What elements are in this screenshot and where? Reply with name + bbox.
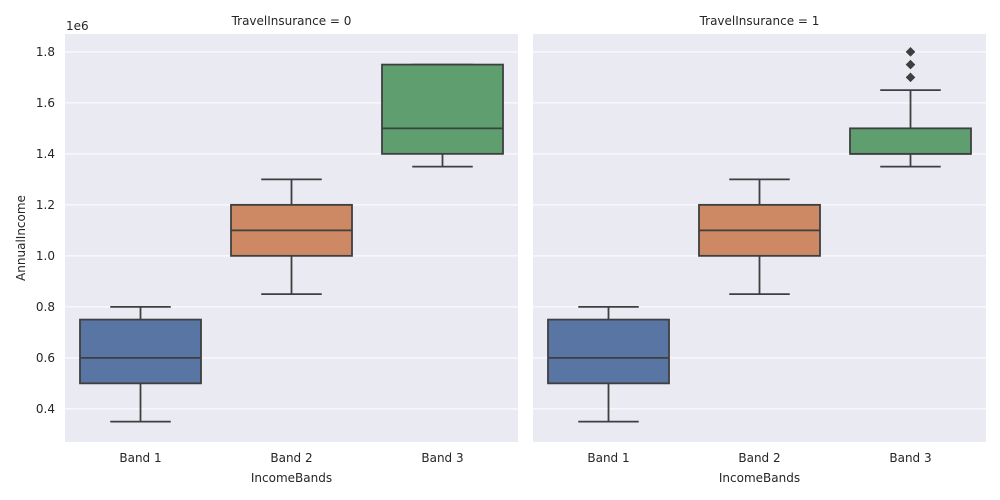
facet-title: TravelInsurance = 1	[699, 14, 820, 28]
box-iqr	[547, 318, 670, 385]
x-axis-label: IncomeBands	[719, 471, 800, 485]
y-tick-label: 1.6	[36, 96, 55, 110]
outlier-point	[905, 59, 916, 70]
x-tick-label: Band 1	[587, 451, 629, 465]
y-tick-label: 1.2	[36, 198, 55, 212]
box-band-2	[698, 178, 821, 296]
x-tick-label: Band 2	[270, 451, 312, 465]
box-iqr	[381, 63, 504, 155]
box-iqr	[79, 318, 202, 385]
facet-2: TravelInsurance = 1 Band 1 Band 2 Band 3 Inc…	[533, 14, 986, 485]
box-band-3	[849, 47, 972, 168]
x-tick-label: Band 3	[889, 451, 931, 465]
box-band-2	[230, 178, 353, 296]
y-tick-label: 0.4	[36, 402, 55, 416]
y-tick-label: 1.0	[36, 249, 55, 263]
x-tick-label: Band 2	[738, 451, 780, 465]
x-tick-label: Band 3	[421, 451, 463, 465]
box-band-1	[547, 305, 670, 423]
x-axis-label: IncomeBands	[251, 471, 332, 485]
outlier-point	[905, 72, 916, 83]
y-axis-label: AnnualIncome	[14, 195, 28, 281]
box-band-1	[79, 305, 202, 423]
y-tick-label: 1.8	[36, 45, 55, 59]
y-tick-label: 0.8	[36, 300, 55, 314]
box-iqr	[849, 127, 972, 155]
outlier-point	[905, 47, 916, 57]
y-scale-label: 1e6	[66, 19, 89, 33]
y-tick-label: 0.6	[36, 351, 55, 365]
facet-title: TravelInsurance = 0	[231, 14, 352, 28]
box-band-3	[381, 63, 504, 168]
facet-1: TravelInsurance = 0 0.4 0.6 0.8 1.0 1.2 1.4 1.6…	[36, 14, 518, 485]
y-tick-label: 1.4	[36, 147, 55, 161]
x-tick-label: Band 1	[119, 451, 161, 465]
